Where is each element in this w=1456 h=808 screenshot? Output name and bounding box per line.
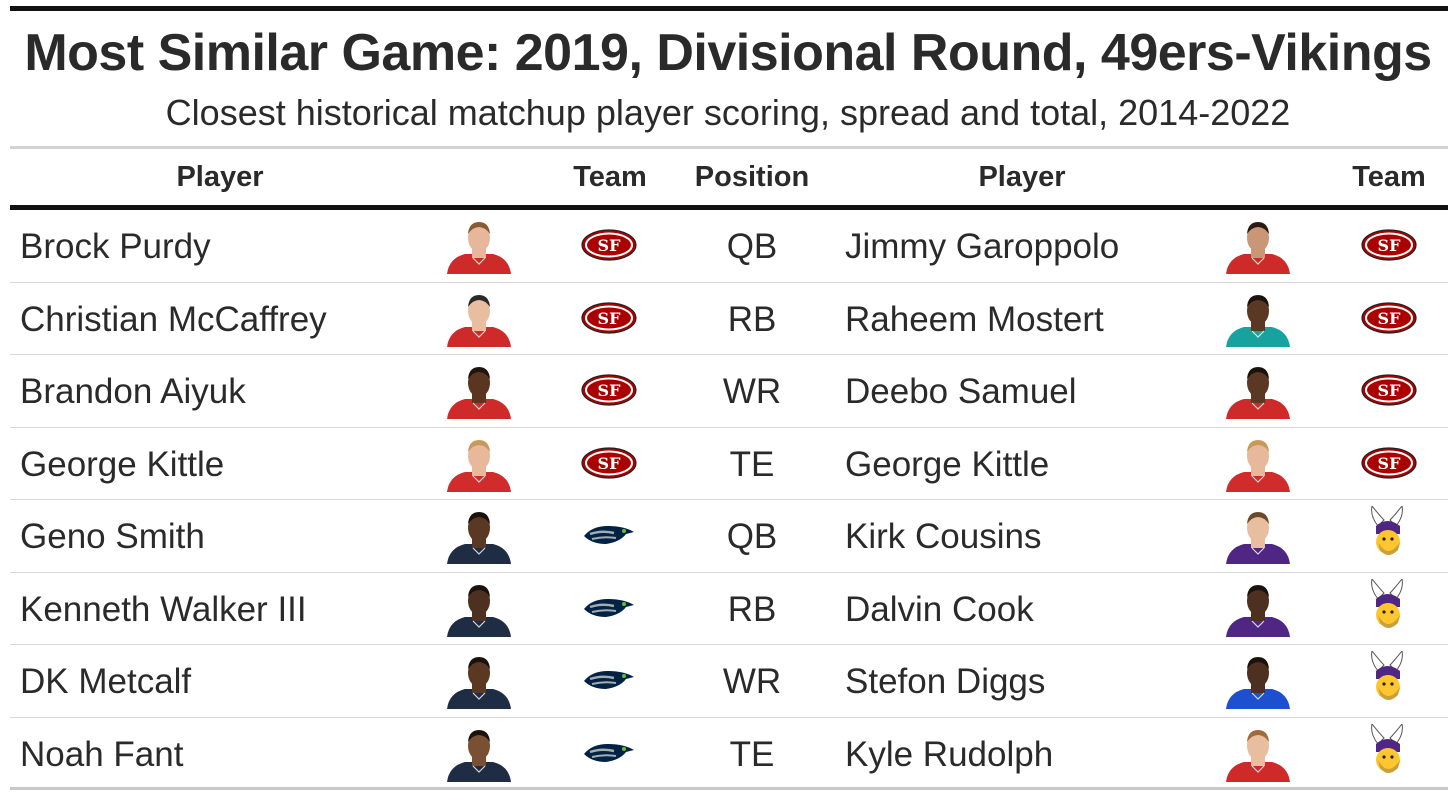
player-headshot — [443, 363, 515, 419]
match-player-name: Kyle Rudolph — [845, 734, 1054, 774]
top-border — [10, 6, 1448, 11]
player-headshot — [443, 581, 515, 637]
player-name: Noah Fant — [20, 734, 184, 774]
match-player-headshot — [1222, 726, 1294, 782]
table-row: George Kittle SF TE George Kittle SF — [10, 428, 1448, 500]
player-name: George Kittle — [20, 444, 225, 484]
svg-text:SF: SF — [1378, 309, 1402, 328]
svg-text:SF: SF — [598, 309, 622, 328]
player-headshot — [443, 508, 515, 564]
vikings-logo-icon — [1360, 722, 1418, 774]
49ers-logo-icon: SF — [580, 369, 638, 411]
match-player-name: Kirk Cousins — [845, 517, 1042, 556]
player-position: TE — [729, 734, 775, 774]
table-row: Christian McCaffrey SF RB Raheem Mostert SF — [10, 283, 1448, 355]
table-body: Brock Purdy SF QB Jimmy Garoppolo SF Christia… — [10, 210, 1448, 790]
player-name: Brandon Aiyuk — [20, 372, 246, 411]
seahawks-logo-icon — [580, 587, 638, 629]
player-name: Kenneth Walker III — [20, 589, 307, 629]
header-team: Team — [573, 161, 647, 193]
header-match-player: Player — [978, 161, 1066, 193]
svg-text:SF: SF — [1378, 236, 1402, 255]
match-player-headshot — [1222, 508, 1294, 564]
player-name: DK Metcalf — [20, 662, 192, 701]
49ers-logo-icon: SF — [1360, 442, 1418, 484]
player-position: RB — [727, 299, 777, 339]
match-player-headshot — [1222, 363, 1294, 419]
match-player-name: Deebo Samuel — [845, 372, 1077, 411]
svg-text:SF: SF — [598, 236, 622, 255]
header-divider — [10, 205, 1448, 210]
player-headshot — [443, 291, 515, 347]
svg-text:SF: SF — [598, 454, 622, 473]
match-player-headshot — [1222, 581, 1294, 637]
table-header: Player Team Position Player Team — [10, 150, 1448, 206]
table-row: Noah Fant TE Kyle Rudolph — [10, 718, 1448, 790]
match-player-headshot — [1222, 291, 1294, 347]
player-name: Christian McCaffrey — [20, 299, 327, 339]
match-player-headshot — [1222, 218, 1294, 274]
match-player-headshot — [1222, 436, 1294, 492]
vikings-logo-icon — [1360, 577, 1418, 629]
match-player-name: Raheem Mostert — [845, 299, 1104, 339]
player-position: TE — [729, 444, 775, 484]
seahawks-logo-icon — [580, 659, 638, 701]
49ers-logo-icon: SF — [580, 442, 638, 484]
player-position: QB — [726, 227, 778, 266]
player-headshot — [443, 653, 515, 709]
vikings-logo-icon — [1360, 649, 1418, 701]
header-match-team: Team — [1352, 161, 1426, 193]
player-headshot — [443, 436, 515, 492]
table-subtitle: Closest historical matchup player scorin… — [165, 92, 1291, 133]
player-position: RB — [727, 589, 777, 629]
table-row: Brandon Aiyuk SF WR Deebo Samuel SF — [10, 355, 1448, 428]
table-row: Brock Purdy SF QB Jimmy Garoppolo SF — [10, 210, 1448, 283]
header-player: Player — [176, 161, 264, 193]
49ers-logo-icon: SF — [1360, 224, 1418, 266]
table-row: DK Metcalf WR Stefon Diggs — [10, 645, 1448, 718]
svg-text:SF: SF — [1378, 454, 1402, 473]
49ers-logo-icon: SF — [1360, 297, 1418, 339]
player-name: Geno Smith — [20, 517, 205, 556]
vikings-logo-icon — [1360, 504, 1418, 556]
player-headshot — [443, 218, 515, 274]
match-player-headshot — [1222, 653, 1294, 709]
table-row: Kenneth Walker III RB Dalvin Cook — [10, 573, 1448, 645]
player-name: Brock Purdy — [20, 227, 211, 266]
match-player-name: Dalvin Cook — [845, 589, 1034, 629]
svg-text:SF: SF — [598, 381, 622, 400]
49ers-logo-icon: SF — [580, 224, 638, 266]
match-player-name: George Kittle — [845, 444, 1050, 484]
seahawks-logo-icon — [580, 732, 638, 774]
player-position: QB — [726, 517, 778, 556]
player-headshot — [443, 726, 515, 782]
svg-text:SF: SF — [1378, 381, 1402, 400]
match-player-name: Jimmy Garoppolo — [845, 227, 1120, 266]
table-title: Most Similar Game: 2019, Divisional Roun… — [24, 24, 1432, 82]
seahawks-logo-icon — [580, 514, 638, 556]
49ers-logo-icon: SF — [1360, 369, 1418, 411]
table-row: Geno Smith QB Kirk Cousins — [10, 500, 1448, 573]
player-position: WR — [722, 662, 782, 701]
player-position: WR — [722, 372, 782, 411]
header-position: Position — [694, 161, 810, 193]
subtitle-divider — [10, 146, 1448, 149]
match-player-name: Stefon Diggs — [845, 662, 1046, 701]
49ers-logo-icon: SF — [580, 297, 638, 339]
